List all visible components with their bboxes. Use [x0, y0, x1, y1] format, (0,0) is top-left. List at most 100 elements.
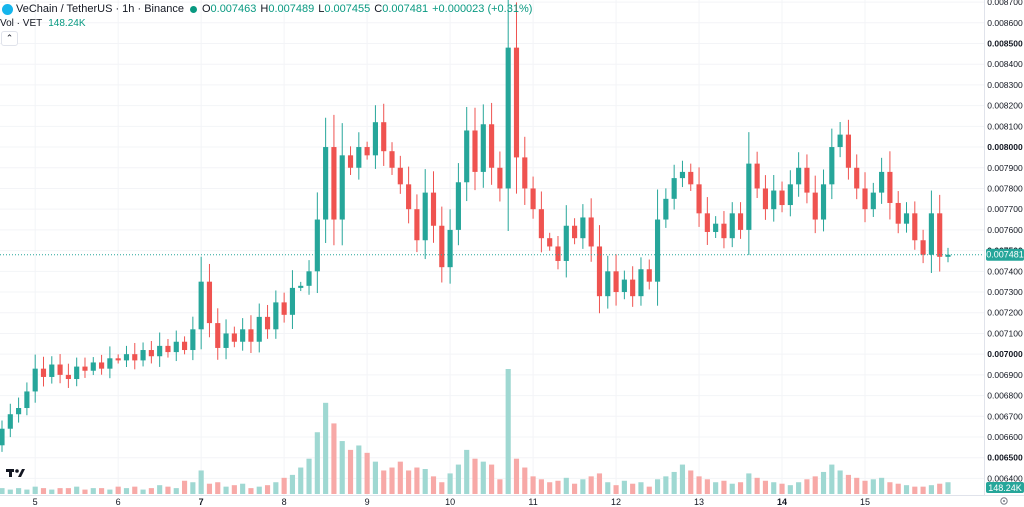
candle	[464, 130, 470, 183]
volume-bar	[729, 483, 735, 494]
volume-bar	[397, 461, 403, 494]
chart-grid	[0, 0, 984, 495]
volume-bar	[90, 488, 96, 494]
candle	[746, 163, 752, 230]
volume-bar	[24, 489, 30, 494]
volume-bar	[879, 477, 885, 494]
candle	[240, 329, 246, 342]
price-tick-label: 0.006600	[987, 432, 1023, 442]
price-tick-label: 0.007700	[987, 204, 1023, 214]
symbol-title[interactable]: VeChain / TetherUS · 1h · Binance	[16, 3, 184, 15]
volume-bar	[32, 486, 38, 494]
volume-bar	[870, 479, 876, 494]
time-tick-label: 12	[611, 497, 621, 507]
volume-bar	[513, 458, 520, 494]
price-tick-label: 0.008200	[987, 101, 1023, 111]
volume-bar	[281, 477, 287, 494]
candle	[887, 171, 893, 203]
candle	[829, 147, 835, 185]
candle	[347, 155, 354, 168]
candle	[812, 192, 818, 220]
volume-bar	[538, 479, 544, 494]
candle	[804, 167, 810, 193]
candle	[771, 190, 777, 210]
volume-bar	[181, 480, 188, 494]
current-price-label: 0.007481	[986, 250, 1024, 260]
price-tick-label: 0.008000	[987, 142, 1023, 152]
candle	[563, 225, 569, 261]
volume-bar	[605, 482, 611, 494]
volume-bar	[928, 485, 934, 494]
candle	[572, 225, 578, 239]
volume-bar	[862, 480, 868, 494]
volume-bar	[762, 480, 769, 494]
time-axis[interactable]: 5 6 7 8 9 10 11 12 13 14 15	[33, 497, 870, 507]
candle	[306, 271, 312, 286]
vechain-logo-icon	[2, 3, 13, 15]
volume-bar	[372, 461, 378, 494]
time-tick-label: 9	[365, 497, 370, 507]
volume-label[interactable]: Vol · VET	[0, 18, 43, 29]
volume-bar	[663, 476, 669, 494]
candle	[903, 213, 910, 224]
price-tick-label: 0.008700	[987, 0, 1023, 7]
market-status-icon	[189, 5, 197, 13]
tradingview-logo[interactable]	[6, 469, 25, 477]
volume-bar	[7, 489, 13, 494]
volume-bar	[289, 474, 296, 494]
volume-bar	[256, 486, 262, 494]
candle	[248, 329, 254, 342]
volume-bar	[845, 474, 851, 494]
volume-bar	[447, 473, 453, 494]
time-tick-label: 8	[282, 497, 287, 507]
volume-bar	[264, 485, 271, 494]
volume-bar	[563, 477, 569, 494]
volume-bar	[754, 477, 760, 494]
price-tick-label: 0.006800	[987, 391, 1023, 401]
candle	[273, 302, 279, 330]
candle	[472, 130, 478, 172]
candle	[679, 171, 686, 179]
price-tick-label: 0.006500	[987, 453, 1023, 463]
volume-value: 148.24K	[48, 18, 86, 29]
candle	[430, 192, 437, 226]
candle	[696, 184, 702, 214]
gear-icon[interactable]	[1000, 497, 1008, 505]
price-tick-label: 0.008600	[987, 18, 1023, 28]
time-tick-label: 5	[33, 497, 38, 507]
volume-bar	[887, 482, 893, 494]
volume-bar	[945, 482, 951, 494]
volume-bar	[314, 432, 320, 494]
candle	[364, 147, 370, 156]
volume-bar	[148, 488, 154, 494]
candle	[912, 213, 918, 241]
candle	[638, 269, 644, 297]
volume-bar	[489, 464, 495, 494]
volume-bar	[854, 477, 860, 494]
candle	[663, 198, 669, 220]
volume-bar	[771, 482, 777, 494]
candle	[422, 192, 428, 241]
candle	[7, 414, 13, 429]
candle	[721, 223, 727, 239]
price-tick-label: 0.007400	[987, 266, 1023, 276]
time-tick-label: 11	[528, 497, 537, 507]
candle	[737, 213, 744, 230]
candle	[99, 362, 105, 369]
volume-bars	[0, 369, 951, 494]
collapse-legend-button[interactable]: ⌃	[1, 31, 18, 46]
price-tick-label: 0.008300	[987, 80, 1023, 90]
candle	[74, 366, 80, 380]
volume-bar	[671, 471, 677, 494]
volume-bar	[364, 452, 370, 494]
open-label: O	[201, 3, 211, 15]
candle	[538, 209, 544, 239]
candle	[264, 316, 271, 330]
volume-bar	[746, 473, 752, 494]
candle	[206, 281, 213, 324]
volume-bar	[820, 471, 827, 494]
volume-bar	[596, 473, 603, 494]
time-tick-label: 7	[199, 497, 204, 507]
price-axis[interactable]: 0.008700 0.008600 0.008500 0.008400 0.008300…	[987, 0, 1023, 483]
